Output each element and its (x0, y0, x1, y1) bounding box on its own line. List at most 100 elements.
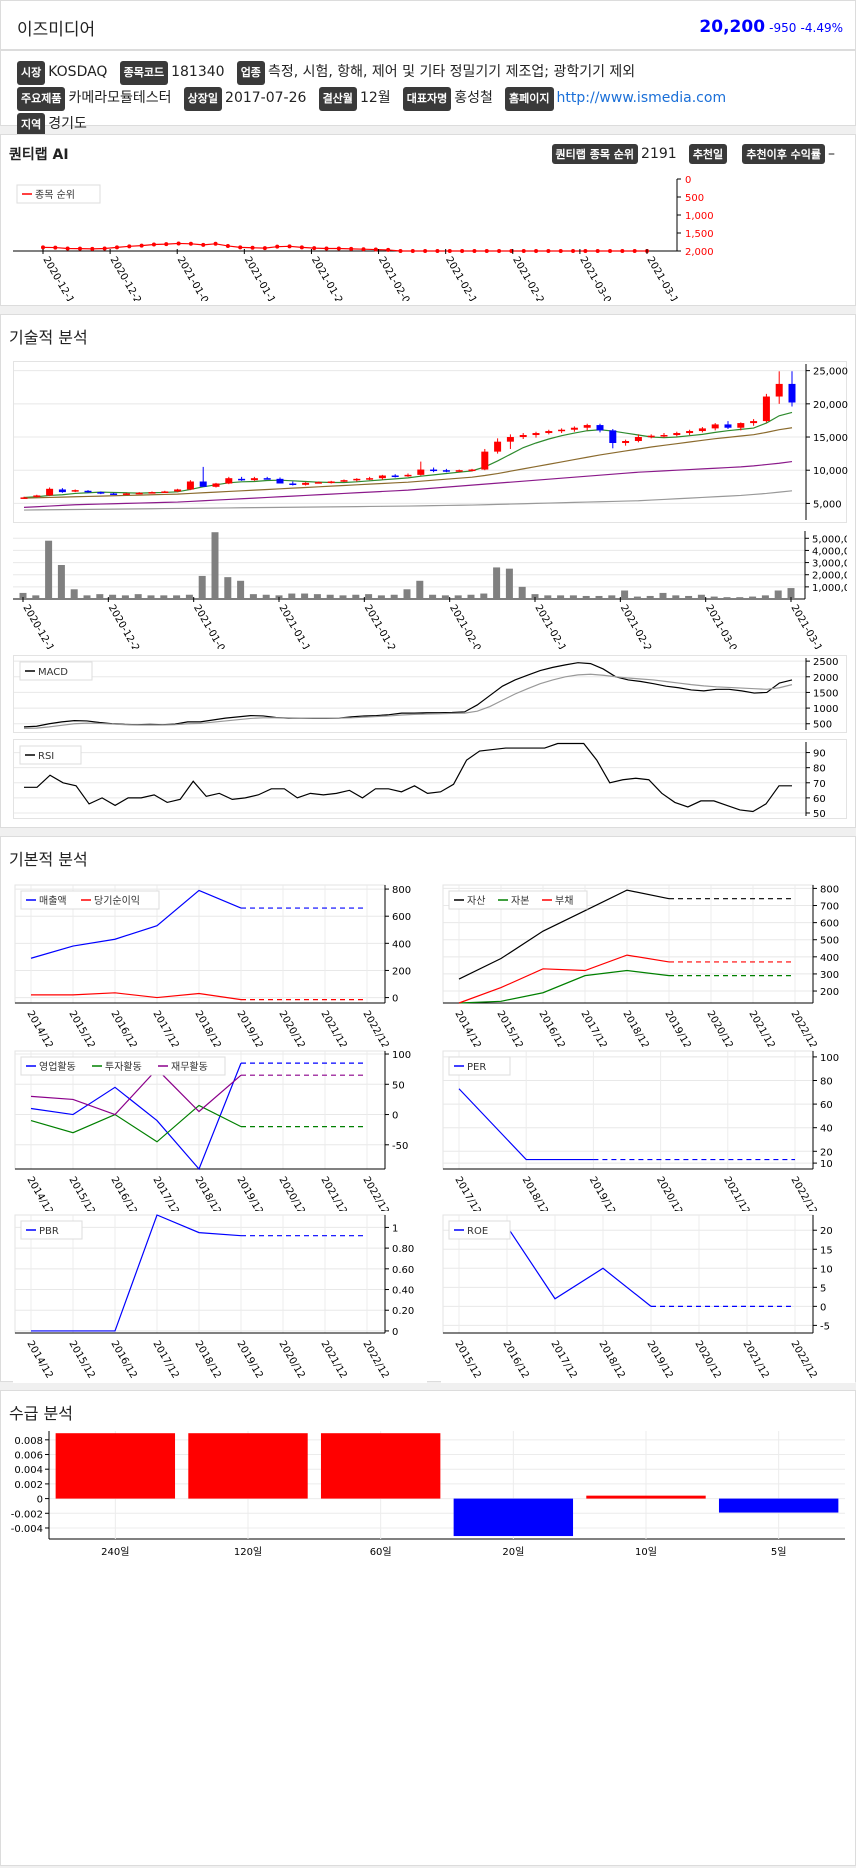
supply-panel: -0.004 -0.002 0 0.002 0.004 0.006 0.008 240일 120… (9, 1427, 849, 1567)
y-tick-label: 200 (820, 987, 839, 998)
x-tick-label: 20일 (502, 1546, 524, 1558)
candle-body (238, 478, 246, 481)
x-tick-label: 2021-01-06 (175, 255, 214, 301)
x-tick-label: 2015/12 (494, 1009, 524, 1050)
x-tick-label: 2021-03-05 (577, 255, 616, 301)
rank-point (435, 249, 440, 253)
candle-body (519, 435, 527, 438)
candle-body (135, 492, 143, 495)
roe-chart: -5 0 5 10 15 20 2015/12 2016/12 2017/12 2018/12 20… (442, 1214, 833, 1380)
y-tick-label: 100 (820, 1053, 839, 1064)
rank-tag: 퀀티랩 종목 순위 (551, 144, 639, 164)
series-line (30, 1068, 242, 1116)
y-tick-label: 600 (392, 912, 411, 923)
x-tick-label: 2020/12 (692, 1339, 722, 1380)
rank-point (90, 246, 95, 251)
rank-point (423, 249, 428, 253)
fiscal-value: 12월 (359, 90, 391, 106)
supply-bar (188, 1433, 308, 1499)
macd-line (23, 673, 793, 730)
y-tick-label: 1,500 (685, 229, 714, 240)
rank-point (497, 249, 502, 253)
product-tag: 주요제품 (17, 87, 66, 111)
x-tick-label: 2021-03-16 (788, 603, 827, 649)
volume-bar (32, 595, 40, 599)
x-tick-label: 2017/12 (578, 1009, 608, 1050)
rank-point (188, 241, 193, 246)
y-tick-label: 60 (820, 1100, 833, 1111)
y-tick-label: 1,000 (685, 211, 714, 222)
x-tick-label: 2018/12 (192, 1339, 222, 1380)
volume-bar (557, 595, 565, 599)
y-tick-label: 80 (813, 764, 826, 775)
volume-bar (441, 595, 449, 599)
volume-bar (19, 592, 27, 599)
y-tick-label: 400 (820, 953, 839, 964)
candle-body (622, 441, 630, 443)
supply-bar (320, 1433, 441, 1499)
y-tick-label: 0.004 (14, 1465, 43, 1476)
volume-bar (352, 594, 360, 599)
candle-body (84, 490, 92, 493)
rank-point (571, 249, 576, 253)
volume-bar (429, 594, 437, 599)
pbr-panel: 0 0.20 0.40 0.60 0.80 1 2014/12 2015/12 2016/12 2… (13, 1211, 427, 1383)
technical-card: 기술적 분석 5,000 10,000 15,000 20,000 25,000 1,0… (0, 314, 856, 828)
x-tick-label: 2020-12-15 (40, 255, 79, 301)
y-tick-label: 0.40 (392, 1286, 414, 1297)
volume-bar (365, 594, 373, 599)
y-tick-label: 2,000,000 (812, 571, 847, 582)
y-tick-label: 0 (392, 994, 398, 1005)
series-line (30, 1062, 242, 1171)
price-change: -950 (769, 21, 797, 35)
supply-chart: -0.004 -0.002 0 0.002 0.004 0.006 0.008 240일 120… (11, 1431, 845, 1558)
y-tick-label: 0.20 (392, 1306, 414, 1317)
homepage-link[interactable]: http://www.ismedia.com (556, 90, 727, 106)
rank-point (201, 242, 206, 247)
rec-date-tag: 추천일 (688, 144, 728, 164)
candle-body (455, 470, 463, 472)
ma-line (23, 427, 793, 499)
x-tick-label: 2022/12 (360, 1339, 390, 1380)
volume-bar (505, 568, 513, 599)
rank-point (583, 249, 588, 253)
x-tick-label: 2021-01-25 (362, 603, 401, 649)
x-tick-label: 2020/12 (276, 1339, 306, 1380)
macd-line (23, 662, 793, 728)
rank-point (472, 249, 477, 253)
y-tick-label: 600 (820, 919, 839, 930)
ceo-value: 홍성철 (454, 90, 493, 106)
volume-bar (493, 567, 501, 599)
candle-body (737, 423, 745, 428)
y-tick-label: 20 (820, 1147, 833, 1158)
volume-bar (313, 594, 321, 599)
candle-body (698, 428, 706, 432)
legend-box (19, 745, 82, 765)
y-tick-label: 25,000 (813, 367, 848, 378)
rsi-line (24, 742, 792, 813)
technical-title: 기술적 분석 (9, 328, 88, 347)
y-tick-label: -0.002 (11, 1509, 43, 1520)
x-tick-label: 2016/12 (108, 1339, 138, 1380)
legend-box (19, 661, 93, 681)
legend-label: 자산 (467, 895, 485, 907)
y-tick-label: 500 (820, 936, 839, 947)
rank-point (102, 246, 107, 251)
x-tick-label: 2022/12 (360, 1009, 390, 1050)
quantilab-stats: 퀀티랩 종목 순위 2191 추천일 추천이후 수익률 – (551, 144, 843, 164)
volume-bar (198, 575, 206, 599)
candle-body (404, 474, 412, 477)
candle-body (199, 481, 207, 487)
x-tick-label: 2021-03-16 (644, 255, 683, 301)
rank-point (41, 245, 45, 250)
rank-point (275, 244, 280, 249)
candle-body (366, 478, 374, 480)
x-tick-label: 2021-02-02 (376, 255, 415, 301)
volume-bar (467, 594, 475, 599)
y-tick-label: 500 (813, 720, 832, 731)
series-line (31, 992, 242, 1001)
y-tick-label: 5,000 (813, 499, 842, 510)
y-tick-label: 700 (820, 902, 839, 913)
y-tick-label: 70 (813, 779, 826, 790)
